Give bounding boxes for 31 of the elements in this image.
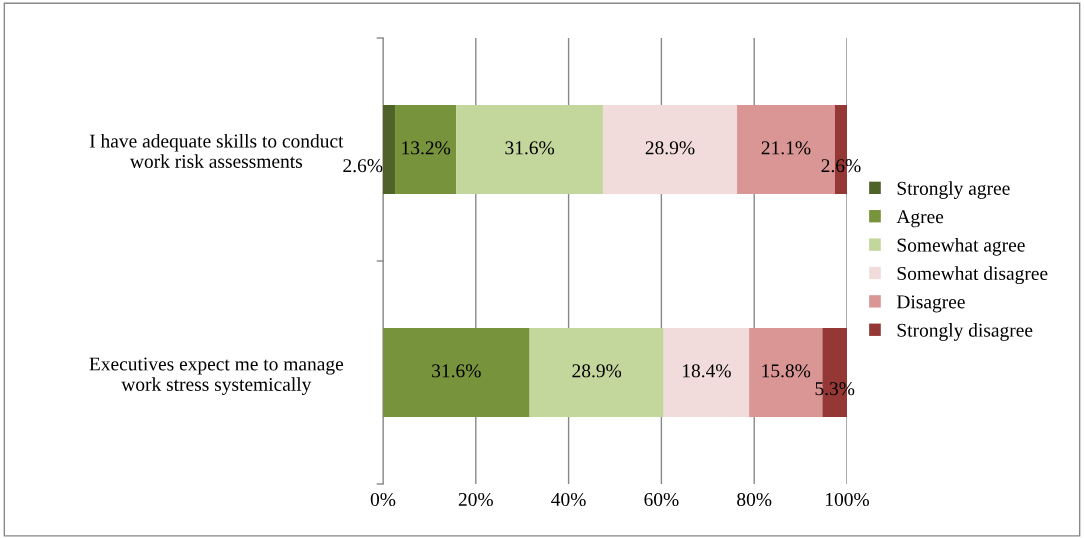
data-label: 18.4%: [683, 364, 731, 378]
legend-label: Somewhat agree: [897, 237, 1025, 256]
y-tick-label: I have adequate skills to conduct work risk assessments: [89, 133, 344, 168]
x-tick-label: 100%: [826, 492, 870, 507]
bar: [456, 104, 603, 195]
data-label: 31.6%: [432, 364, 481, 378]
bar: [383, 327, 530, 418]
data-label: 28.9%: [645, 141, 695, 155]
legend-label: Agree: [896, 210, 944, 228]
x-tick-label: 40%: [551, 492, 586, 507]
data-label: 13.2%: [402, 141, 451, 155]
x-tick-label: 0%: [370, 492, 396, 507]
data-label: 21.1%: [761, 141, 811, 155]
legend-label: Disagree: [896, 295, 965, 313]
x-tick-label: 20%: [458, 492, 493, 507]
data-label: 15.8%: [762, 364, 811, 378]
bar: [529, 327, 664, 418]
data-label: 2.6%: [343, 159, 383, 173]
x-tick-label: 80%: [737, 492, 772, 507]
data-label: 2.6%: [821, 159, 861, 173]
bar: [383, 104, 396, 195]
data-label: 31.6%: [505, 141, 555, 155]
legend-label: Strongly disagree: [897, 323, 1033, 341]
bar: [602, 104, 738, 195]
bar: [395, 104, 457, 195]
data-label: 28.9%: [572, 364, 622, 378]
x-tick-label: 60%: [644, 492, 679, 507]
y-tick-label: Executives expect me to manage work stress systemically: [89, 357, 344, 395]
bar: [663, 327, 750, 418]
legend-label: Strongly agree: [897, 181, 1010, 199]
legend-label: Somewhat disagree: [897, 266, 1048, 285]
